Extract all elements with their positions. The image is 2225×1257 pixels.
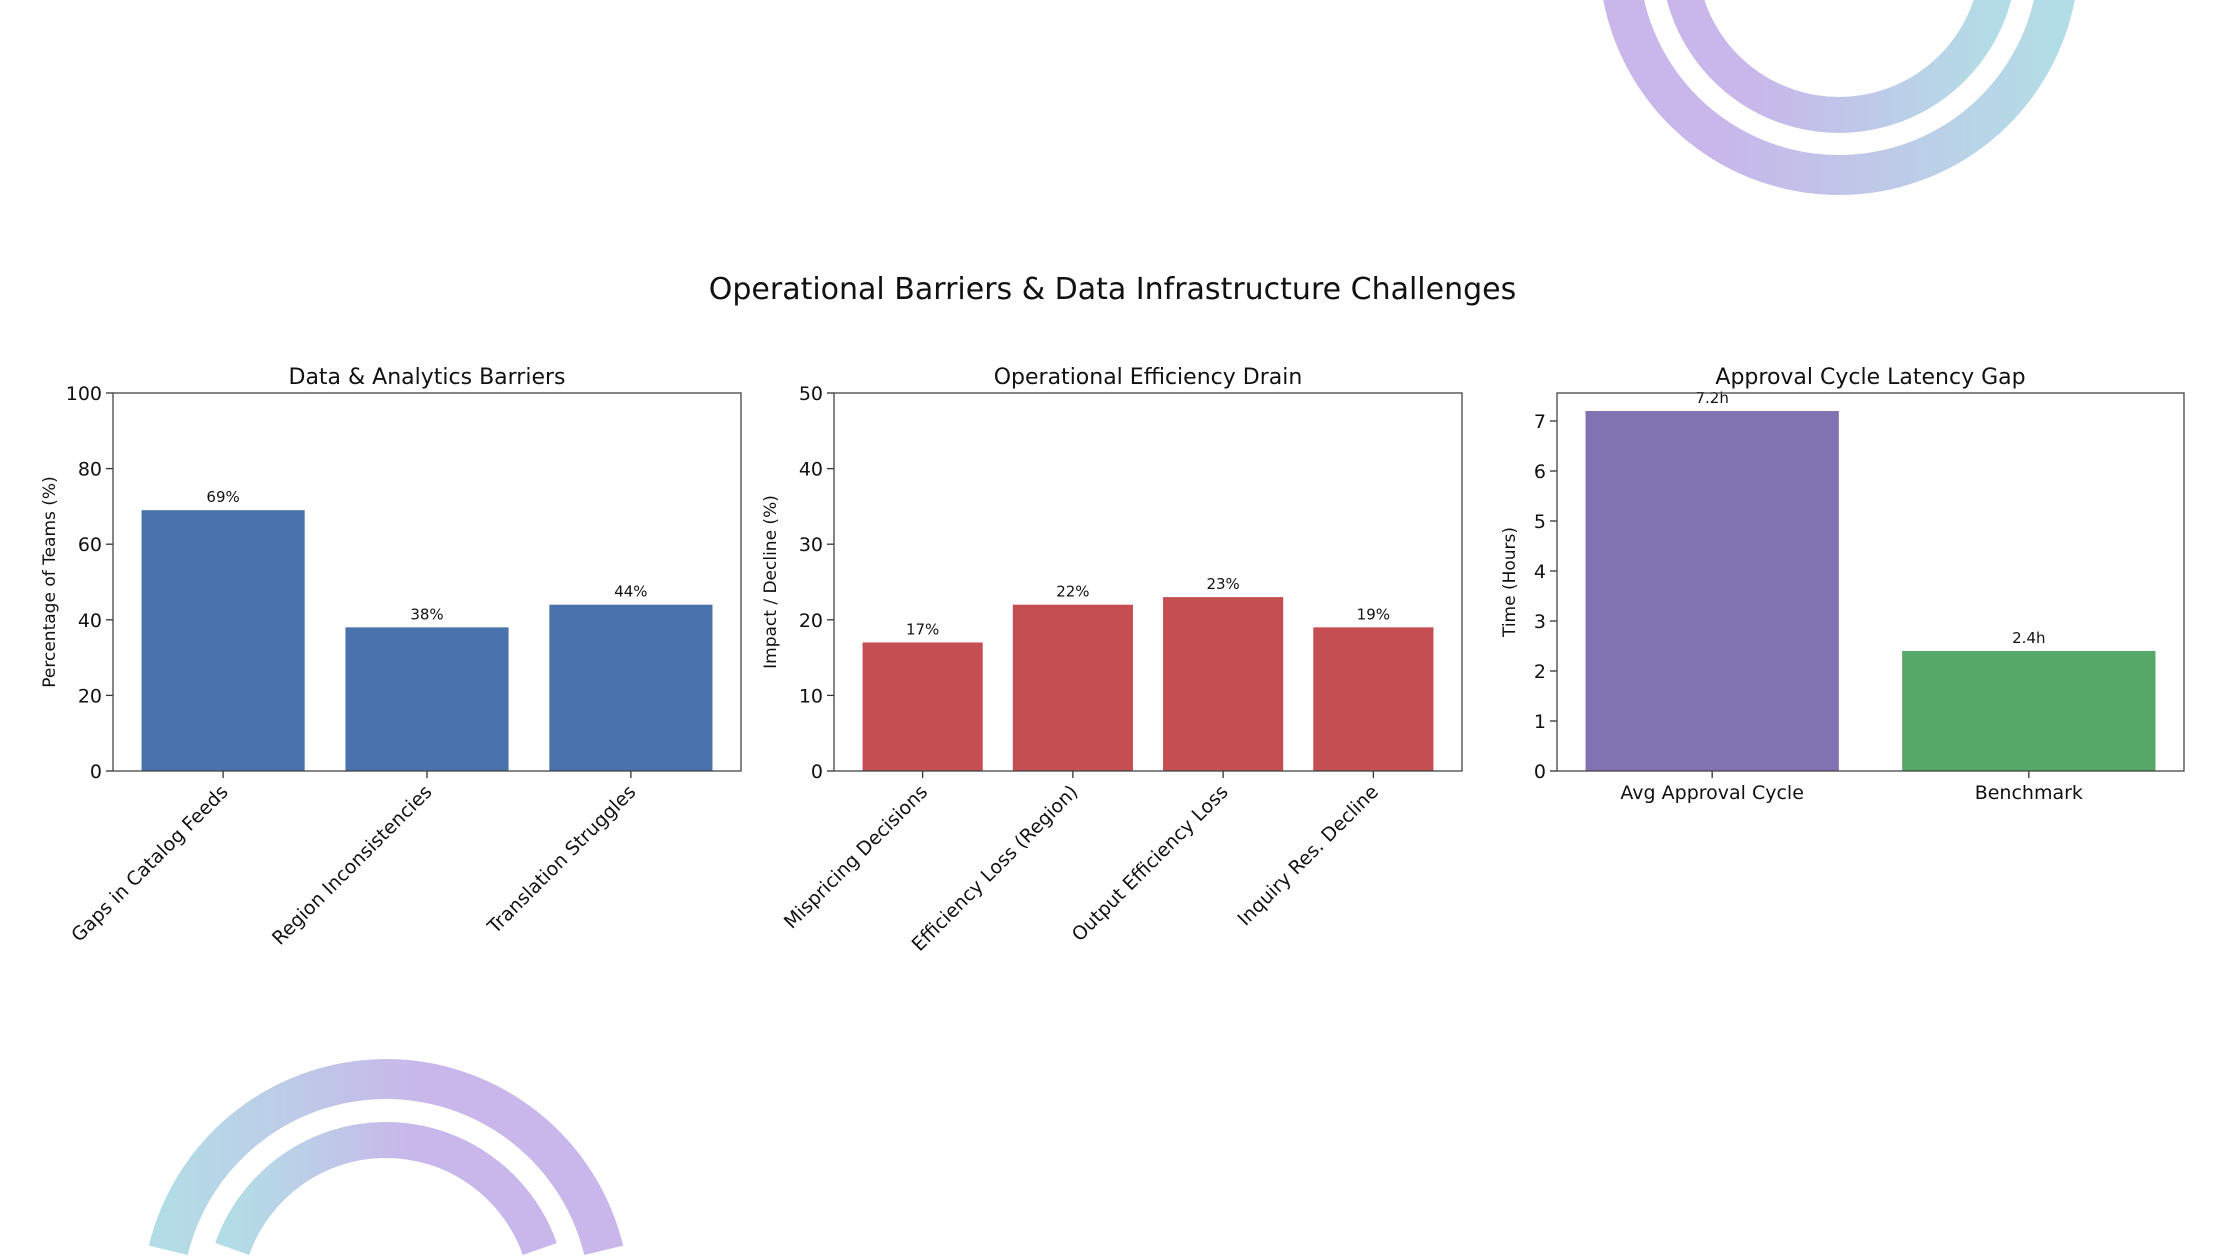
data-label: 2.4h: [2012, 629, 2045, 647]
chart-2: 17% Mispricing Decisions 22% Efficiency Los…: [761, 365, 1463, 956]
y-tick-label: 50: [799, 383, 823, 405]
plot-frame: [833, 392, 1463, 772]
y-tick-label: 40: [78, 610, 102, 632]
chart-title: Data & Analytics Barriers: [289, 365, 566, 390]
x-tick-label: Efficiency Loss (Region): [908, 781, 1083, 956]
y-tick-label: 0: [90, 761, 102, 783]
plot-frame: [112, 392, 742, 772]
y-tick-label: 10: [799, 685, 823, 707]
bar: [1585, 411, 1839, 771]
data-label: 19%: [1357, 605, 1390, 623]
data-label: 7.2h: [1695, 389, 1728, 407]
ring-bottom-left: [148, 1059, 624, 1256]
y-tick-label: 3: [1534, 611, 1546, 633]
bar: [1902, 651, 2156, 771]
bar: [549, 604, 713, 771]
data-label: 69%: [206, 488, 239, 506]
bar: [862, 642, 983, 771]
y-tick-label: 20: [799, 610, 823, 632]
y-tick-label: 6: [1534, 461, 1546, 483]
x-tick-label: Inquiry Res. Decline: [1234, 781, 1383, 930]
y-axis-label: Time (Hours): [1500, 527, 1520, 638]
bar: [1163, 597, 1284, 771]
x-tick-label: Mispricing Decisions: [780, 781, 932, 933]
bar: [1012, 604, 1133, 771]
data-label: 38%: [410, 605, 443, 623]
bar: [141, 510, 305, 771]
chart-title: Operational Efficiency Drain: [994, 365, 1303, 390]
y-tick-label: 20: [78, 685, 102, 707]
data-label: 44%: [614, 583, 647, 601]
ring-top-right: [1603, 0, 2075, 196]
data-label: 22%: [1056, 583, 1089, 601]
y-axis-label: Percentage of Teams (%): [40, 476, 60, 687]
y-tick-label: 40: [799, 459, 823, 481]
plot-frame: [1556, 392, 2185, 772]
ring-inner-arc: [1666, 0, 2012, 133]
ring-outer-arc: [1603, 0, 2075, 196]
y-tick-label: 0: [811, 761, 823, 783]
y-tick-label: 7: [1534, 411, 1546, 433]
data-label: 23%: [1206, 575, 1239, 593]
y-tick-label: 100: [66, 383, 102, 405]
x-tick-label: Avg Approval Cycle: [1620, 782, 1804, 804]
ring-inner-arc: [215, 1121, 557, 1256]
x-tick-label: Region Inconsistencies: [268, 781, 437, 950]
ring-outer-arc: [148, 1059, 624, 1256]
figure-title: Operational Barriers & Data Infrastructu…: [708, 272, 1517, 307]
y-tick-label: 60: [78, 534, 102, 556]
x-tick-label: Gaps in Catalog Feeds: [67, 781, 232, 946]
x-tick-label: Benchmark: [1975, 782, 2083, 804]
chart-title: Approval Cycle Latency Gap: [1715, 365, 2025, 390]
bar: [345, 627, 509, 771]
x-tick-label: Output Efficiency Loss: [1068, 781, 1233, 946]
y-axis-label: Impact / Decline (%): [761, 495, 781, 669]
y-tick-label: 4: [1534, 561, 1546, 583]
y-tick-label: 80: [78, 459, 102, 481]
y-tick-label: 2: [1534, 661, 1546, 683]
y-tick-label: 5: [1534, 511, 1546, 533]
chart-1: 69% Gaps in Catalog Feeds 38% Region Incons…: [40, 365, 742, 950]
bar: [1313, 627, 1434, 771]
y-tick-label: 0: [1534, 761, 1546, 783]
x-tick-label: Translation Struggles: [483, 781, 641, 939]
y-tick-label: 30: [799, 534, 823, 556]
data-label: 17%: [906, 620, 939, 638]
y-tick-label: 1: [1534, 711, 1546, 733]
chart-3: 7.2h Avg Approval Cycle 2.4h Benchmark 0 1 2 3 4…: [1500, 365, 2185, 804]
